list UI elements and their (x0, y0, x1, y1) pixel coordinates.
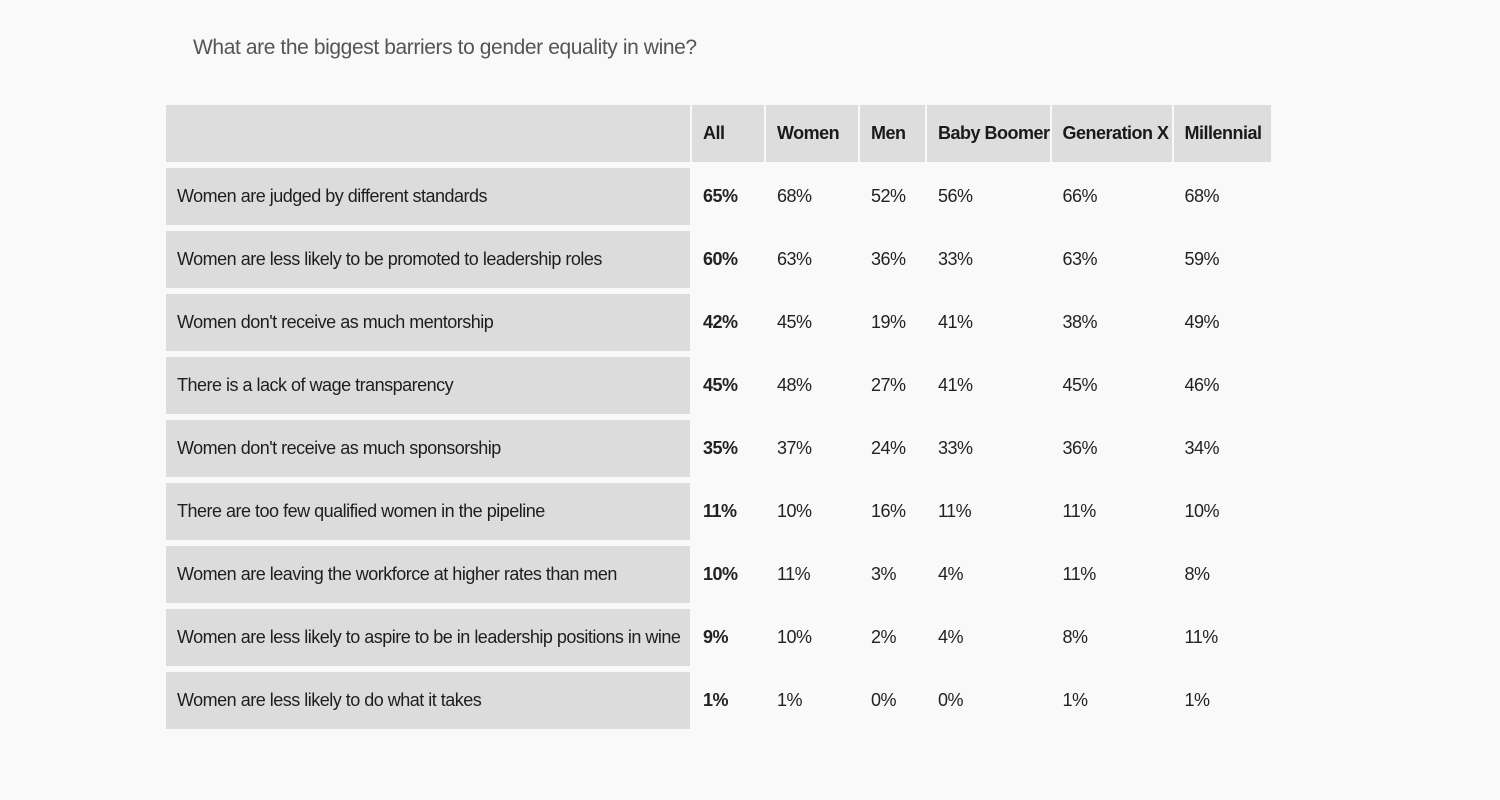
row-label: Women don't receive as much sponsorship (166, 420, 690, 477)
header-cell-baby-boomer: Baby Boomer (927, 105, 1050, 162)
cell-all: 1% (703, 690, 729, 710)
header-cell-men: Men (860, 105, 925, 162)
cell-women: 1% (777, 690, 803, 710)
data-table: All Women Men Baby Boomer Generation X M… (164, 99, 1273, 735)
header-cell-generation-x: Generation X (1051, 105, 1172, 162)
cell-generation-x: 8% (1062, 627, 1089, 647)
cell-millennial: 11% (1184, 627, 1219, 647)
cell-men: 19% (871, 312, 906, 332)
cell-baby-boomer: 11% (938, 501, 972, 521)
cell-baby-boomer: 56% (938, 186, 973, 206)
cell-all: 65% (703, 186, 738, 206)
cell-women: 63% (777, 249, 812, 269)
cell-all: 9% (703, 627, 729, 647)
cell-women: 10% (777, 501, 812, 521)
cell-generation-x: 45% (1062, 375, 1098, 395)
header-row: All Women Men Baby Boomer Generation X M… (166, 105, 1271, 162)
header-cell-label (166, 105, 690, 162)
cell-all: 11% (703, 501, 737, 521)
table-row: Women are less likely to aspire to be in… (166, 609, 1271, 666)
cell-generation-x: 63% (1062, 249, 1098, 269)
cell-baby-boomer: 33% (938, 438, 973, 458)
cell-baby-boomer: 41% (938, 312, 973, 332)
cell-men: 36% (871, 249, 906, 269)
header-cell-millennial: Millennial (1173, 105, 1271, 162)
cell-all: 42% (703, 312, 738, 332)
table-row: Women are judged by different standards 6… (166, 168, 1271, 225)
cell-baby-boomer: 4% (938, 564, 964, 584)
cell-women: 11% (777, 564, 811, 584)
cell-women: 48% (777, 375, 812, 395)
cell-millennial: 8% (1184, 564, 1211, 584)
cell-women: 68% (777, 186, 812, 206)
cell-generation-x: 36% (1062, 438, 1098, 458)
table-row: Women don't receive as much sponsorship 3… (166, 420, 1271, 477)
cell-men: 0% (871, 690, 897, 710)
row-label: Women are leaving the workforce at highe… (166, 546, 690, 603)
cell-men: 27% (871, 375, 906, 395)
table-row: Women are leaving the workforce at highe… (166, 546, 1271, 603)
cell-millennial: 34% (1184, 438, 1220, 458)
cell-millennial: 46% (1184, 375, 1220, 395)
cell-men: 2% (871, 627, 897, 647)
header-cell-women: Women (766, 105, 858, 162)
cell-all: 45% (703, 375, 738, 395)
cell-men: 16% (871, 501, 906, 521)
header-cell-all: All (692, 105, 764, 162)
row-label: There is a lack of wage transparency (166, 357, 690, 414)
chart-title: What are the biggest barriers to gender … (193, 36, 697, 59)
table-row: Women are less likely to be promoted to … (166, 231, 1271, 288)
cell-men: 52% (871, 186, 906, 206)
row-label: Women don't receive as much mentorship (166, 294, 690, 351)
row-label: There are too few qualified women in the… (166, 483, 690, 540)
cell-generation-x: 11% (1062, 501, 1097, 521)
table-row: Women are less likely to do what it take… (166, 672, 1271, 729)
cell-baby-boomer: 0% (938, 690, 964, 710)
row-label: Women are less likely to be promoted to … (166, 231, 690, 288)
cell-all: 35% (703, 438, 738, 458)
cell-millennial: 10% (1184, 501, 1220, 521)
cell-millennial: 68% (1184, 186, 1220, 206)
row-label: Women are less likely to aspire to be in… (166, 609, 690, 666)
row-label: Women are judged by different standards (166, 168, 690, 225)
cell-men: 24% (871, 438, 906, 458)
cell-women: 10% (777, 627, 812, 647)
cell-generation-x: 38% (1062, 312, 1098, 332)
cell-baby-boomer: 33% (938, 249, 973, 269)
cell-men: 3% (871, 564, 897, 584)
cell-millennial: 1% (1184, 690, 1211, 710)
cell-women: 45% (777, 312, 812, 332)
table-row: There is a lack of wage transparency 45% 4… (166, 357, 1271, 414)
cell-baby-boomer: 4% (938, 627, 964, 647)
cell-generation-x: 66% (1062, 186, 1098, 206)
cell-generation-x: 11% (1062, 564, 1097, 584)
cell-generation-x: 1% (1062, 690, 1089, 710)
row-label: Women are less likely to do what it take… (166, 672, 690, 729)
table-body: Women are judged by different standards 6… (166, 168, 1271, 729)
cell-all: 60% (703, 249, 738, 269)
cell-all: 10% (703, 564, 738, 584)
table-row: There are too few qualified women in the… (166, 483, 1271, 540)
cell-baby-boomer: 41% (938, 375, 973, 395)
cell-millennial: 49% (1184, 312, 1220, 332)
cell-women: 37% (777, 438, 812, 458)
table-row: Women don't receive as much mentorship 42… (166, 294, 1271, 351)
cell-millennial: 59% (1184, 249, 1220, 269)
